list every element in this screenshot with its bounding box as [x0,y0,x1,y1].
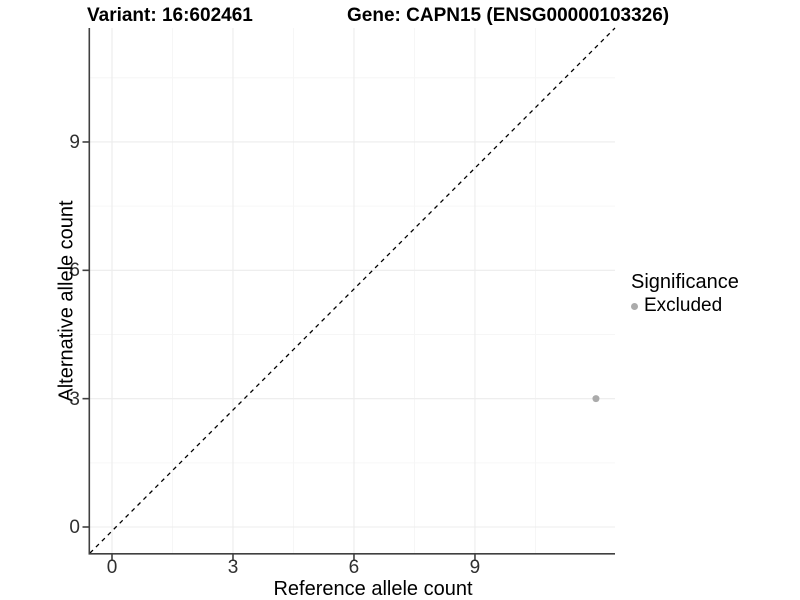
x-tick-label: 3 [227,557,239,578]
legend-items: Excluded [631,295,739,317]
identity-dashed-line [89,27,616,554]
x-tick-label: 9 [469,557,481,578]
y-tick-label: 3 [69,388,80,410]
y-tick-label: 6 [69,260,80,282]
x-axis-title: Reference allele count [273,578,473,600]
x-tick-label: 6 [348,557,360,578]
gene-title: Gene: CAPN15 (ENSG00000103326) [347,5,670,26]
y-tick-label: 9 [69,131,80,153]
y-tick-label: 0 [69,517,80,538]
y-axis-title: Alternative allele count [55,200,78,402]
legend-item: Excluded [631,295,739,317]
variant-title: Variant: 16:602461 [87,5,253,26]
data-point [592,395,600,403]
legend-title: Significance [631,271,739,293]
legend: Significance Excluded [631,271,739,317]
legend-dot-icon [631,302,638,310]
x-tick-label: 0 [106,557,118,578]
legend-item-label: Excluded [644,295,723,316]
